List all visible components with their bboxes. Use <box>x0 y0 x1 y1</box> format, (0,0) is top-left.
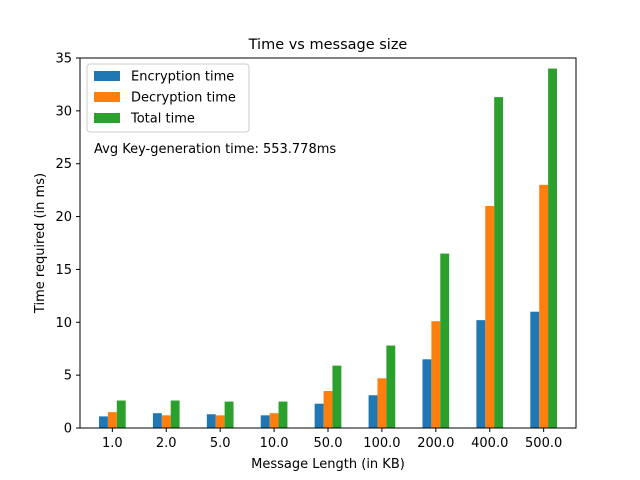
bar <box>386 345 396 428</box>
y-tick-label: 35 <box>55 52 72 67</box>
x-tick-label: 400.0 <box>471 436 508 451</box>
legend-label: Decryption time <box>131 91 236 106</box>
bar <box>224 401 234 428</box>
legend: Encryption time Decryption time Total time <box>86 63 250 133</box>
x-axis-label: Message Length (in KB) <box>251 457 405 472</box>
bar <box>170 400 180 428</box>
bar <box>548 68 557 429</box>
bar <box>332 365 342 428</box>
bar <box>431 321 441 428</box>
bar <box>107 412 117 428</box>
bar <box>152 413 162 428</box>
y-tick-label: 20 <box>55 210 72 225</box>
legend-label: Total time <box>130 112 195 127</box>
x-axis: 1.0 2.0 5.0 10.0 50.0 100.0 200.0 400.0 500.0 <box>102 428 562 451</box>
chart-title: Time vs message size <box>248 37 408 53</box>
bar <box>485 206 495 428</box>
bar <box>215 415 225 428</box>
x-tick-label: 2.0 <box>156 436 177 451</box>
legend-swatch <box>94 113 120 123</box>
bar <box>494 97 504 428</box>
legend-label: Encryption time <box>131 70 234 85</box>
x-tick-label: 10.0 <box>260 436 289 451</box>
bars-layer <box>99 68 557 429</box>
x-tick-label: 500.0 <box>525 436 562 451</box>
legend-swatch <box>94 71 120 81</box>
bar <box>116 400 126 428</box>
bar <box>323 391 333 428</box>
y-tick-label: 0 <box>64 422 72 437</box>
x-tick-label: 1.0 <box>102 436 123 451</box>
y-tick-label: 25 <box>55 157 72 172</box>
bar <box>368 395 378 428</box>
bar <box>206 414 216 428</box>
y-tick-label: 30 <box>55 104 72 119</box>
bar <box>539 184 549 428</box>
y-tick-label: 10 <box>55 316 72 331</box>
bar <box>99 416 108 428</box>
y-tick-label: 5 <box>64 369 72 384</box>
bar <box>161 415 171 428</box>
plot-frame <box>79 57 577 429</box>
legend-frame <box>86 63 250 133</box>
bar <box>314 403 324 428</box>
y-tick-label: 15 <box>55 263 72 278</box>
x-tick-label: 5.0 <box>210 436 231 451</box>
y-axis-label: Time required (in ms) <box>33 173 48 314</box>
bar <box>269 413 279 428</box>
bar <box>260 415 270 428</box>
x-tick-label: 100.0 <box>363 436 400 451</box>
y-axis: 0 5 10 15 20 25 30 35 <box>55 52 80 437</box>
key-generation-annotation: Avg Key-generation time: 553.778ms <box>94 142 336 157</box>
bar <box>530 311 540 428</box>
bar <box>422 359 432 428</box>
x-tick-label: 200.0 <box>417 436 454 451</box>
bar <box>440 253 450 428</box>
bar <box>278 401 288 428</box>
bar <box>377 378 387 428</box>
x-tick-label: 50.0 <box>314 436 343 451</box>
legend-swatch <box>94 92 120 102</box>
bar <box>476 320 486 428</box>
